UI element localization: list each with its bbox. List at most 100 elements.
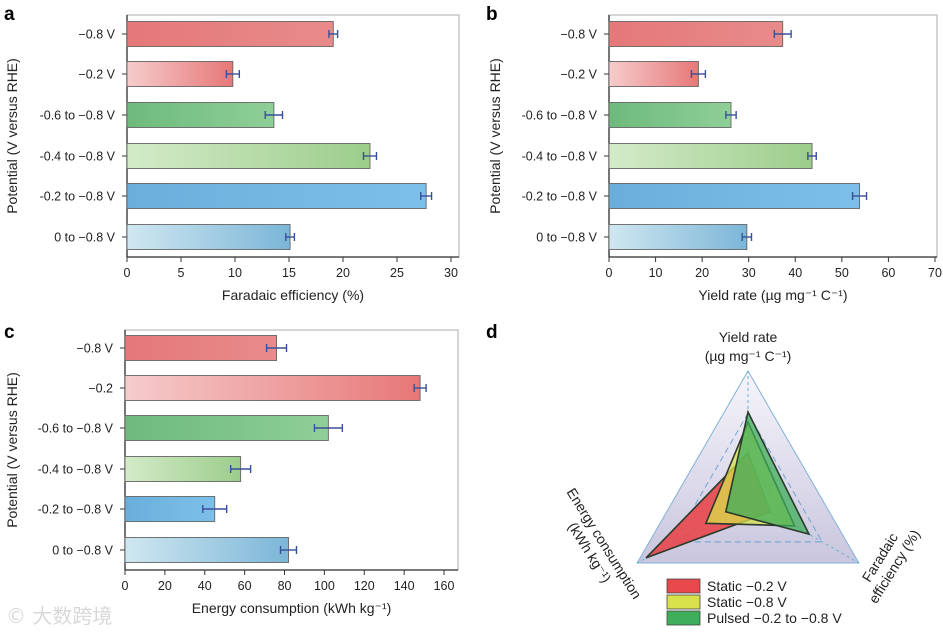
error-bar (265, 344, 288, 352)
x-tick-label: 20 (695, 266, 709, 280)
plot-frame (608, 14, 938, 258)
error-bar (725, 111, 737, 119)
x-tick-label: 40 (198, 579, 212, 593)
x-tick-label: 20 (336, 266, 350, 280)
x-tick-label: 0 (606, 266, 613, 280)
y-tick-label: -0.6 to −0.8 V (522, 109, 598, 123)
legend-swatch (666, 594, 701, 610)
y-tick-label: 0 to −0.8 V (54, 231, 115, 245)
error-bar (362, 152, 378, 160)
y-tick-label: -0.6 to −0.8 V (38, 422, 114, 436)
panel-label-c: c (4, 322, 15, 343)
bar (126, 224, 291, 250)
bar (124, 335, 277, 361)
y-tick-label: −0.2 V (79, 68, 116, 82)
error-bar (328, 30, 339, 38)
error-bar (807, 152, 817, 160)
x-tick-label: 0 (124, 266, 131, 280)
radar-gridline (672, 412, 824, 543)
y-axis-title: Potential (V versus RHE) (4, 372, 20, 528)
x-axis-title: Faradaic efficiency (%) (222, 287, 364, 303)
y-tick-label: -0.6 to −0.8 V (40, 109, 116, 123)
error-bar (279, 546, 298, 554)
x-tick-label: 10 (649, 266, 663, 280)
bar (608, 102, 732, 128)
radar-chart-d: Yield rate (µg mg⁻¹ C⁻¹) Faradaicefficienc… (564, 329, 924, 626)
x-tick-label: 120 (354, 579, 375, 593)
watermark: © 大数跨境 (6, 604, 113, 628)
x-tick-label: 140 (394, 579, 415, 593)
plot-frame (126, 14, 460, 258)
bar (126, 21, 334, 47)
error-bar (285, 233, 296, 241)
x-axis-title: Energy consumption (kWh kg⁻¹) (192, 600, 392, 616)
error-bar (229, 465, 252, 473)
error-bar (225, 70, 241, 78)
error-bar (413, 384, 427, 392)
x-tick-label: 15 (282, 266, 296, 280)
x-tick-label: 20 (158, 579, 172, 593)
y-tick-label: -0.2 to −0.8 V (40, 190, 116, 204)
bar (124, 456, 242, 482)
bar (124, 415, 329, 441)
y-tick-label: −0.2 (88, 382, 113, 396)
bar (608, 143, 813, 169)
x-tick-label: 40 (788, 266, 802, 280)
error-bar (264, 111, 284, 119)
y-axis-title: Potential (V versus RHE) (4, 58, 20, 214)
x-tick-label: 50 (835, 266, 849, 280)
radar-label-yield: Yield rate (719, 329, 778, 345)
bar (608, 183, 860, 209)
legend-swatch (666, 610, 701, 626)
x-tick-label: 70 (928, 266, 942, 280)
bar (608, 61, 699, 87)
y-tick-label: −0.2 V (561, 68, 598, 82)
error-bar (313, 424, 344, 432)
bar (124, 537, 289, 563)
y-tick-label: -0.2 to −0.8 V (38, 503, 114, 517)
bar-chart-c: 0 20 40 60 80 100 120 140 160 Energy consumption … (4, 329, 459, 616)
y-tick-label: 0 to −0.8 V (536, 231, 597, 245)
y-tick-label: -0.4 to −0.8 V (522, 150, 598, 164)
x-tick-label: 60 (238, 579, 252, 593)
bar (126, 102, 275, 128)
y-axis-title: Potential (V versus RHE) (487, 58, 503, 214)
y-tick-label: −0.8 V (561, 28, 598, 42)
y-tick-label: -0.2 to −0.8 V (522, 190, 598, 204)
panel-label-b: b (486, 4, 498, 25)
bar (608, 224, 748, 250)
x-tick-label: 5 (178, 266, 185, 280)
radar-label-energy-group: Energy consumption(kWh kg⁻¹) (564, 485, 645, 602)
y-tick-label: -0.4 to −0.8 V (38, 463, 114, 477)
x-tick-label: 60 (881, 266, 895, 280)
legend-label: Static −0.2 V (707, 578, 787, 594)
y-tick-label: −0.8 V (79, 28, 116, 42)
x-tick-label: 30 (444, 266, 458, 280)
x-axis-title: Yield rate (µg mg⁻¹ C⁻¹) (698, 287, 847, 303)
panel-label-a: a (4, 4, 15, 25)
bar-chart-b: 0 10 20 30 40 50 60 70 Yield rate (µg mg⁻¹ C⁻¹) P… (487, 14, 942, 303)
x-tick-label: 25 (390, 266, 404, 280)
radar-label-yield-unit: (µg mg⁻¹ C⁻¹) (705, 348, 792, 364)
error-bar (741, 233, 753, 241)
x-tick-label: 30 (742, 266, 756, 280)
bar (124, 375, 421, 401)
panel-label-d: d (486, 322, 498, 343)
radar-series-2 (724, 409, 811, 536)
plot-frame (124, 329, 459, 571)
x-tick-label: 80 (278, 579, 292, 593)
error-bar (420, 192, 433, 200)
legend-swatch (666, 578, 701, 594)
legend-label: Pulsed −0.2 to −0.8 V (707, 610, 842, 626)
error-bar (690, 70, 707, 78)
y-tick-label: 0 to −0.8 V (52, 544, 113, 558)
y-tick-label: -0.4 to −0.8 V (40, 150, 116, 164)
error-bar (773, 30, 792, 38)
bar (126, 143, 371, 169)
error-bar (202, 505, 228, 513)
x-tick-label: 100 (314, 579, 335, 593)
bar (126, 183, 427, 209)
